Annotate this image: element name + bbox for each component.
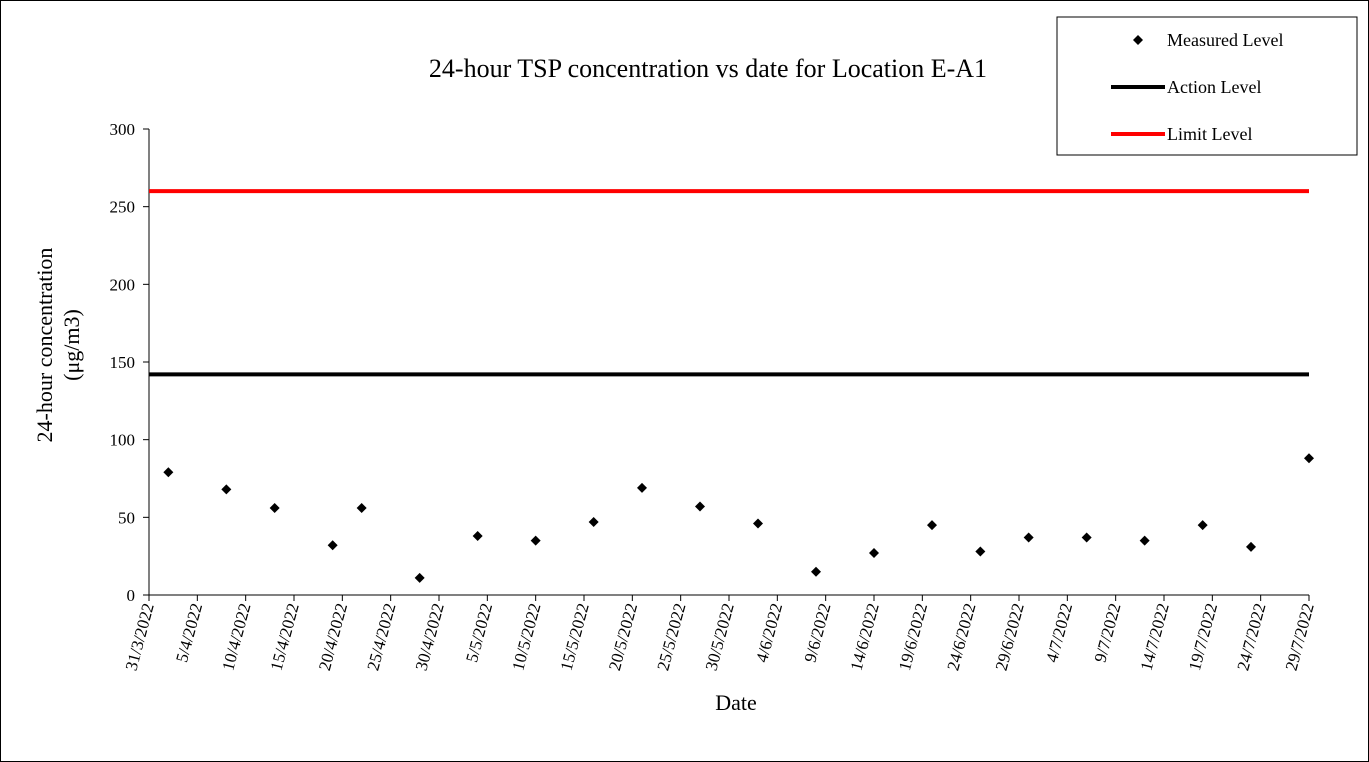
data-point (927, 520, 937, 531)
x-tick-label: 19/7/2022 (1185, 601, 1221, 673)
data-point (221, 484, 232, 495)
data-point (637, 482, 647, 493)
y-axis-title-line-2: (μg/m3) (59, 309, 84, 381)
y-tick-label: 300 (110, 120, 136, 139)
data-point (414, 572, 425, 583)
data-point (472, 530, 483, 541)
data-point (530, 535, 541, 546)
data-point (1197, 520, 1208, 531)
data-point (869, 548, 879, 559)
legend-box (1056, 16, 1358, 156)
data-point (811, 566, 821, 577)
y-axis-title: 24-hour concentration (μg/m3) (32, 248, 84, 443)
x-tick-label: 20/4/2022 (315, 601, 351, 673)
x-tick-label: 5/4/2022 (172, 601, 206, 664)
x-tick-label: 19/6/2022 (895, 601, 931, 673)
x-tick-label: 15/5/2022 (557, 601, 593, 673)
x-tick-label: 31/3/2022 (122, 601, 158, 673)
data-points (163, 453, 1314, 583)
data-point (356, 503, 367, 514)
data-point (1246, 541, 1256, 552)
legend-limit-level-label: Limit Level (1167, 124, 1252, 144)
x-axis-title: Date (715, 690, 757, 715)
x-tick-label: 29/7/2022 (1282, 601, 1318, 673)
data-point (975, 546, 986, 557)
x-tick-label: 15/4/2022 (267, 601, 303, 673)
data-point (588, 516, 599, 527)
x-tick-label: 9/7/2022 (1091, 601, 1125, 664)
y-tick-label: 50 (118, 508, 135, 527)
data-point (269, 503, 280, 514)
legend-items: Measured Level Action Level Limit Level (1111, 30, 1283, 144)
x-tick-label: 14/7/2022 (1137, 601, 1173, 673)
legend-action-level-label: Action Level (1167, 77, 1261, 97)
x-tick-label: 25/4/2022 (363, 601, 399, 673)
data-point (327, 540, 338, 551)
x-tick-label: 24/6/2022 (943, 601, 979, 673)
x-tick-label: 25/5/2022 (653, 601, 689, 673)
x-tick-label: 30/5/2022 (702, 601, 738, 673)
x-tick-label: 9/6/2022 (801, 601, 835, 664)
data-point (1081, 532, 1092, 543)
x-tick-label: 4/6/2022 (752, 601, 786, 664)
legend: Measured Level Action Level Limit Level (1056, 16, 1358, 156)
y-axis-title-line-1: 24-hour concentration (32, 248, 57, 443)
x-tick-label: 10/5/2022 (508, 601, 544, 673)
y-tick-label: 200 (110, 275, 136, 294)
data-point (695, 501, 705, 512)
data-point (163, 467, 174, 478)
x-tick-label: 30/4/2022 (412, 601, 448, 673)
y-tick-label: 0 (127, 586, 136, 605)
axes: 0 50 100 150 200 250 300 31/3/2022 5/4/2022 10/4/… (110, 120, 1318, 673)
data-point (1304, 453, 1314, 464)
x-tick-label: 10/4/2022 (218, 601, 254, 673)
reference-lines (149, 189, 1309, 377)
x-tick-label: 24/7/2022 (1233, 601, 1269, 673)
legend-measured-level-label: Measured Level (1167, 30, 1283, 50)
y-tick-label: 100 (110, 431, 136, 450)
data-point (1023, 532, 1034, 543)
x-tick-label: 14/6/2022 (847, 601, 883, 673)
y-tick-label: 150 (110, 353, 136, 372)
data-point (1139, 535, 1150, 546)
chart-title: 24-hour TSP concentration vs date for Lo… (429, 54, 987, 83)
legend-measured-level-marker (1133, 35, 1143, 45)
x-tick-label: 4/7/2022 (1042, 601, 1076, 664)
data-point (753, 518, 763, 529)
x-tick-label: 5/5/2022 (462, 601, 496, 664)
y-tick-label: 250 (110, 198, 136, 217)
x-tick-label: 29/6/2022 (992, 601, 1028, 673)
x-tick-label: 20/5/2022 (605, 601, 641, 673)
